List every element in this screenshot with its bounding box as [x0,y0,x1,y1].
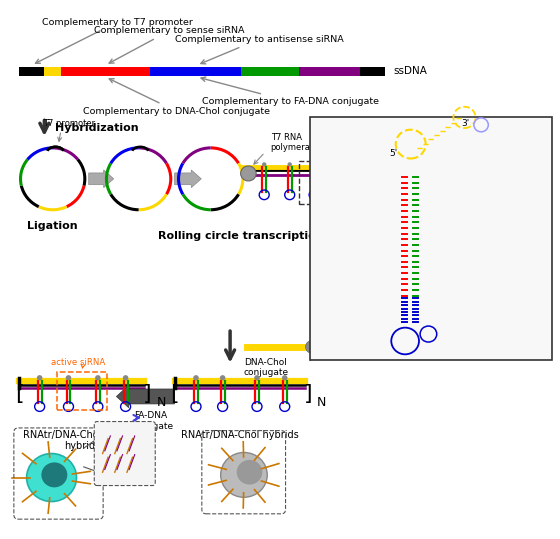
Text: ]: ] [304,384,312,404]
Circle shape [237,460,262,485]
Circle shape [221,452,267,497]
Bar [310,118,552,360]
Text: Complementary to antisense siRNA: Complementary to antisense siRNA [175,35,343,64]
FancyBboxPatch shape [94,421,155,486]
Text: 5': 5' [390,149,398,158]
Bar [44,66,61,75]
Text: active siRNA: active siRNA [50,358,105,367]
Text: ]: ] [143,384,151,404]
Bar [20,66,44,75]
Text: [: [ [15,384,24,404]
Bar [300,66,361,75]
Text: Complementary to FA-DNA conjugate: Complementary to FA-DNA conjugate [201,77,379,106]
Text: [: [ [170,384,179,404]
Circle shape [241,166,256,181]
Circle shape [262,162,267,167]
Circle shape [282,375,287,381]
Circle shape [363,162,367,167]
Text: T7 RNA
polymerase: T7 RNA polymerase [270,133,320,152]
Circle shape [123,375,128,381]
Circle shape [193,375,199,381]
Circle shape [41,462,67,487]
Text: Complementary to DNA-Chol conjugate: Complementary to DNA-Chol conjugate [83,79,270,116]
Text: RNAtr/DNA-Chol hybrids: RNAtr/DNA-Chol hybrids [181,430,298,439]
Bar [300,161,382,204]
Text: Rolling circle transcription: Rolling circle transcription [158,231,324,241]
Bar [57,372,107,410]
Text: Complementary to T7 promoter: Complementary to T7 promoter [35,18,193,63]
Bar [361,66,385,75]
Text: 3': 3' [461,120,470,128]
Bar [241,66,300,75]
FancyArrow shape [175,170,201,188]
Text: ssDNA: ssDNA [394,66,427,76]
Text: N: N [317,396,326,409]
Circle shape [66,375,71,381]
FancyArrow shape [88,170,114,188]
Circle shape [306,341,319,353]
FancyArrow shape [116,385,175,407]
Text: N: N [156,396,166,409]
Circle shape [254,375,260,381]
Text: RNAtr/DNA-Chol/FA-DNA
hybrids: RNAtr/DNA-Chol/FA-DNA hybrids [23,430,141,451]
Circle shape [95,375,101,381]
Text: Hybridization: Hybridization [55,123,139,133]
Circle shape [382,162,387,167]
Text: Ligation: Ligation [27,222,78,231]
Circle shape [312,162,316,167]
Circle shape [220,375,225,381]
Text: Complementary to sense siRNA: Complementary to sense siRNA [94,26,245,63]
Circle shape [287,162,292,167]
Circle shape [27,453,77,502]
Text: DNA-Chol
conjugate: DNA-Chol conjugate [244,357,289,377]
Text: T7 promoter: T7 promoter [43,119,95,128]
Circle shape [37,375,43,381]
Bar [150,66,241,75]
Circle shape [336,162,340,167]
Text: FA-DNA
conjugate: FA-DNA conjugate [129,411,174,431]
Bar [61,66,150,75]
